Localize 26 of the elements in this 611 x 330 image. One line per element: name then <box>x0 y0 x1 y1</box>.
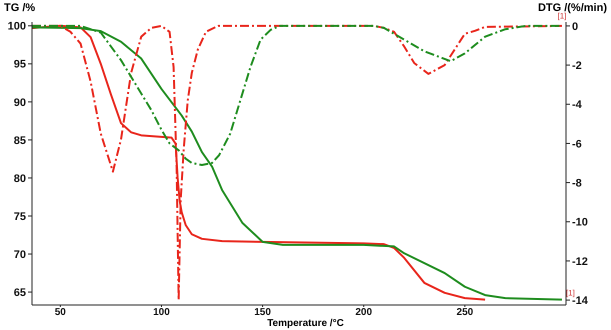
y2-tick-label: -8 <box>572 178 582 190</box>
y2-axis-title: DTG /(%/min) <box>538 2 607 14</box>
y2-tick-label: -12 <box>572 256 588 268</box>
y2-tick-label: 0 <box>572 20 578 33</box>
x-tick-label: 150 <box>254 307 272 318</box>
x-tick-label: 100 <box>153 307 170 318</box>
y-tick-label: 85 <box>14 134 26 147</box>
y2-tick-label: -14 <box>572 295 589 308</box>
annotation: [1] <box>566 288 575 298</box>
y-tick-label: 100 <box>8 20 26 33</box>
x-tick-label: 250 <box>456 307 474 318</box>
x-tick-label: 50 <box>54 307 66 318</box>
y-axis-title: TG /% <box>4 2 36 14</box>
y-tick-label: 90 <box>14 96 26 109</box>
y-tick-label: 75 <box>14 210 26 223</box>
annotation: [1] <box>558 12 566 21</box>
x-axis-title: Temperature /°C <box>266 318 345 329</box>
x-tick-label: 200 <box>355 307 373 318</box>
y-tick-label: 65 <box>14 286 26 299</box>
y-tick-label: 95 <box>14 58 26 71</box>
y2-tick-label: -6 <box>572 138 582 150</box>
y2-tick-label: -10 <box>572 216 588 229</box>
y-tick-label: 70 <box>14 248 26 261</box>
y-tick-label: 80 <box>14 172 26 185</box>
y2-tick-label: -4 <box>572 99 583 112</box>
y2-tick-label: -2 <box>572 60 582 72</box>
